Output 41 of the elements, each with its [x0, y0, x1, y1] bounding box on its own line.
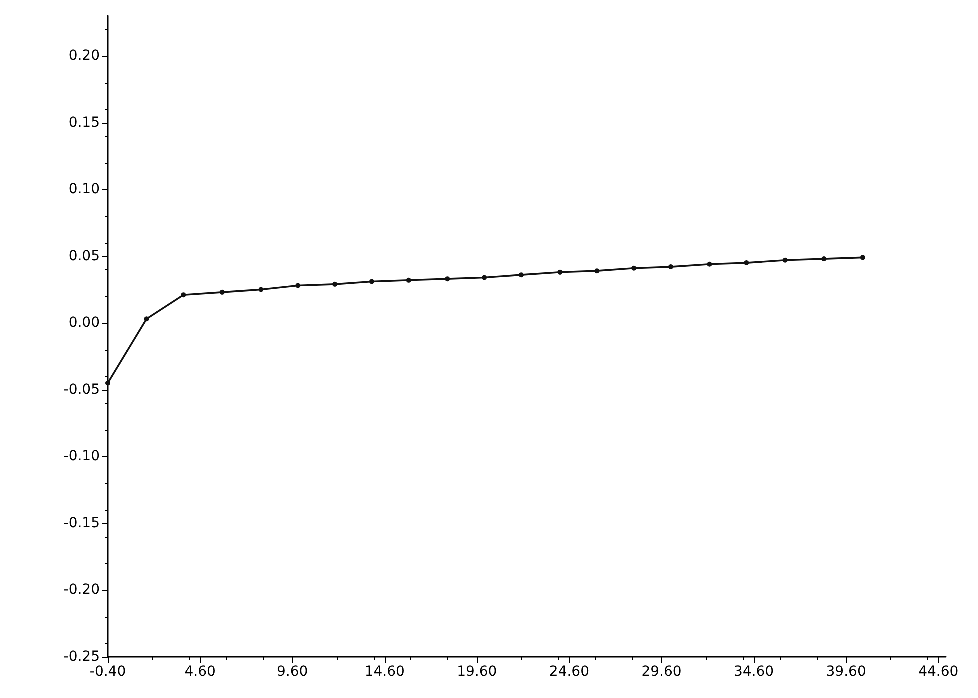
x-tick-label: 39.60	[826, 664, 866, 680]
point	[707, 262, 712, 267]
y-tick-label: 0.15	[68, 114, 100, 131]
y-tick-label: 0.00	[68, 315, 100, 332]
point	[181, 292, 186, 298]
x-tick-label: 14.60	[364, 664, 405, 680]
point	[258, 287, 264, 292]
y-tick-label: 0.20	[68, 48, 100, 64]
point	[482, 275, 488, 280]
point	[106, 380, 110, 386]
y-tick-label: -0.20	[64, 582, 100, 598]
point	[296, 283, 301, 288]
x-tick-label: 44.60	[918, 664, 959, 680]
y-tick-label: -0.15	[64, 515, 100, 532]
x-tick-label: 34.60	[734, 664, 774, 680]
point	[445, 276, 450, 282]
x-tick-label: 19.60	[457, 664, 498, 680]
point	[518, 272, 524, 278]
point	[822, 256, 827, 262]
point	[332, 282, 338, 287]
point	[144, 316, 150, 322]
point	[558, 270, 563, 275]
y-tick-label: 0.10	[68, 182, 100, 198]
y-tick-label: 0.05	[68, 248, 100, 264]
x-tick-label: 4.60	[184, 664, 216, 680]
point	[860, 255, 866, 260]
y-tick-label: -0.10	[64, 448, 100, 465]
point	[594, 268, 600, 274]
point	[369, 279, 374, 284]
point	[220, 290, 225, 295]
x-tick-label: 9.60	[276, 664, 308, 680]
x-tick-label: 24.60	[549, 664, 590, 680]
point	[668, 264, 674, 270]
point	[632, 266, 637, 271]
point	[744, 260, 750, 266]
y-tick-label: -0.25	[64, 649, 100, 665]
point	[782, 258, 788, 263]
point	[406, 278, 412, 283]
x-tick-label: 29.60	[642, 664, 682, 680]
y-tick-label: -0.05	[64, 382, 100, 398]
x-tick-label: -0.40	[90, 664, 126, 680]
